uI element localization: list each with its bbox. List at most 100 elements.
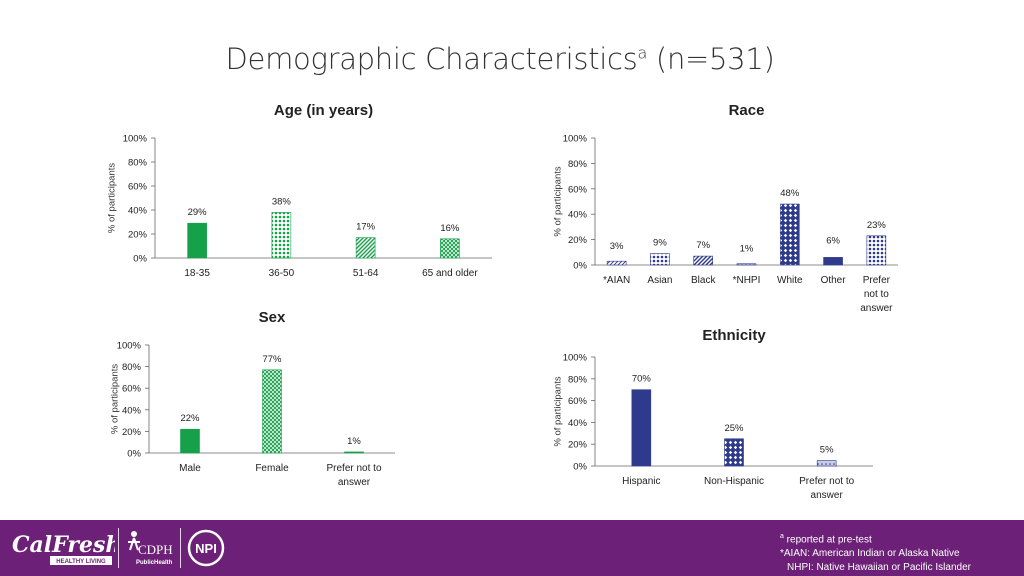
race-ytick-label: 80%: [568, 159, 588, 170]
logo-divider-2: [180, 528, 181, 568]
race-ytick-label: 100%: [563, 134, 588, 145]
title-superscript: a: [637, 43, 648, 63]
ethnicity-bar: [724, 438, 744, 467]
sex-title: Sex: [259, 309, 286, 326]
age-ytick-label: 60%: [128, 182, 148, 193]
race-category-label: White: [777, 275, 803, 286]
ethnicity-category-label: answer: [811, 490, 844, 501]
sex-bar: [262, 369, 282, 454]
calfresh-logo: CalFresh HEALTHY LIVING: [10, 528, 121, 568]
npi-wordmark: NPI: [195, 541, 217, 556]
race-data-label: 6%: [826, 235, 840, 246]
race-data-label: 48%: [780, 188, 800, 199]
race-bar: [736, 263, 757, 266]
race-bar: [866, 235, 887, 266]
age-bar: [187, 222, 207, 259]
ethnicity-data-label: 25%: [724, 423, 744, 434]
race-bar: [606, 260, 627, 266]
race-ylabel: % of participants: [552, 166, 563, 236]
age-ytick-label: 0%: [133, 254, 147, 265]
race-bar: [693, 255, 714, 266]
race-bar: [823, 257, 843, 266]
race-category-label: Asian: [647, 275, 672, 286]
race-ytick-label: 60%: [568, 184, 588, 195]
ethnicity-svg: Ethnicity % of participants 0% 20% 40% 60% 80%…: [552, 327, 873, 501]
sex-ytick-label: 0%: [127, 449, 141, 460]
race-data-label: 9%: [653, 238, 667, 249]
page-title: Demographic Characteristicsa (n=531): [225, 42, 775, 76]
race-ytick-label: 20%: [568, 235, 588, 246]
age-ylabel: % of participants: [106, 163, 117, 233]
sex-ytick-label: 100%: [117, 341, 142, 352]
ethnicity-title: Ethnicity: [702, 327, 766, 344]
race-ytick-label: 40%: [568, 210, 588, 221]
race-category-label: Black: [691, 275, 716, 286]
ethnicity-ytick-label: 80%: [568, 374, 588, 385]
age-bar: [271, 212, 292, 259]
sex-category-label: Prefer not to: [326, 463, 381, 474]
ethnicity-ylabel: % of participants: [552, 376, 563, 446]
race-data-label: 23%: [867, 220, 887, 231]
age-chart: Age (in years) % of participants 0% 20% 40% 6…: [102, 102, 552, 288]
age-data-label: 16%: [440, 223, 460, 234]
age-category-label: 51-64: [353, 268, 379, 279]
ethnicity-bar: [631, 389, 652, 467]
ethnicity-ytick-label: 0%: [573, 462, 587, 473]
race-category-label: *AIAN: [603, 275, 630, 286]
age-ytick-label: 100%: [123, 134, 148, 145]
footer-bar: CalFresh HEALTHY LIVING CDPH PublicHealt…: [0, 520, 1024, 576]
age-ytick-label: 40%: [128, 206, 148, 217]
npi-circle-icon: [187, 529, 225, 567]
logo-divider-1: [118, 528, 119, 568]
sex-ytick-label: 80%: [122, 362, 142, 373]
footnote-sup: a: [780, 533, 784, 540]
calfresh-wordmark: CalFresh: [12, 532, 115, 558]
ethnicity-bar: [816, 460, 837, 467]
sex-data-label: 22%: [180, 413, 200, 424]
ethnicity-ytick-label: 100%: [563, 353, 588, 364]
age-svg: Age (in years) % of participants 0% 20% 40% 6…: [106, 102, 492, 279]
age-ytick-label: 20%: [128, 230, 148, 241]
age-bar: [440, 238, 460, 259]
calfresh-tagline: HEALTHY LIVING: [56, 559, 106, 565]
ethnicity-category-label: Hispanic: [622, 476, 660, 487]
race-category-label: *NHPI: [733, 275, 761, 286]
age-bar: [355, 237, 376, 259]
ethnicity-category-label: Prefer not to: [799, 476, 854, 487]
title-sample-size: (n=531): [647, 42, 775, 76]
ethnicity-category-label: Non-Hispanic: [704, 476, 764, 487]
sex-bar: [344, 451, 364, 454]
ethnicity-data-label: 70%: [632, 374, 652, 385]
cdph-wordmark: CDPH: [138, 542, 173, 557]
npi-logo: NPI: [186, 528, 228, 568]
age-data-label: 17%: [356, 222, 376, 233]
sex-data-label: 77%: [262, 354, 282, 365]
race-data-label: 1%: [740, 244, 754, 255]
sex-category-label: answer: [338, 477, 371, 488]
ethnicity-ytick-label: 60%: [568, 396, 588, 407]
race-category-label: Prefer: [863, 275, 891, 286]
sex-category-label: Female: [255, 463, 289, 474]
race-category-label: Other: [821, 275, 847, 286]
ethnicity-chart: Ethnicity % of participants 0% 20% 40% 60% 80%…: [548, 310, 948, 501]
age-category-label: 36-50: [269, 268, 295, 279]
race-data-label: 3%: [610, 241, 624, 252]
age-category-label: 65 and older: [422, 268, 478, 279]
age-category-label: 18-35: [184, 268, 210, 279]
cdph-tagline: PublicHealth: [136, 560, 173, 566]
race-bar: [779, 203, 800, 266]
sex-ytick-label: 60%: [122, 384, 142, 395]
race-ytick-label: 0%: [573, 261, 587, 272]
race-data-label: 7%: [696, 240, 710, 251]
sex-ytick-label: 40%: [122, 405, 142, 416]
age-data-label: 38%: [272, 196, 292, 207]
race-bar: [650, 253, 670, 266]
age-title: Age (in years): [274, 102, 373, 119]
footnote-pretest: a reported at pre-test: [780, 533, 872, 546]
sex-bar: [180, 428, 200, 454]
ethnicity-data-label: 5%: [820, 445, 834, 456]
sex-svg: Sex % of participants 0% 20% 40% 60% 80% 100% 22…: [109, 309, 395, 488]
age-data-label: 29%: [188, 207, 208, 218]
sex-data-label: 1%: [347, 436, 361, 447]
sex-ylabel: % of participants: [109, 364, 120, 434]
